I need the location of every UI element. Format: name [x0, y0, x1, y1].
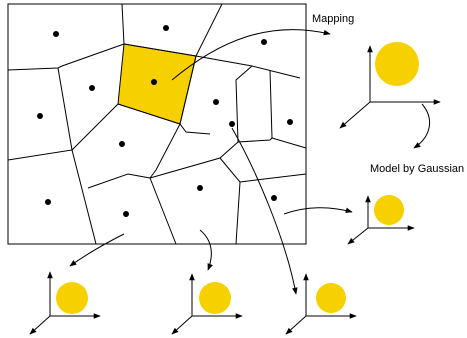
centroid-dot — [261, 39, 267, 45]
gaussian-model-right — [347, 195, 415, 245]
centroid-dot — [163, 25, 169, 31]
centroid-dot — [151, 79, 157, 85]
gaussian-arrow — [413, 103, 430, 149]
mapping-arrow — [231, 127, 298, 295]
cell-centroids — [37, 25, 293, 217]
centroid-dot — [287, 119, 293, 125]
centroid-dot — [123, 211, 129, 217]
centroid-dot — [197, 185, 203, 191]
gaussian-model-large — [339, 42, 441, 129]
mapping-arrows — [69, 29, 430, 295]
mapping-arrow — [283, 207, 353, 215]
centroid-dot — [89, 85, 95, 91]
centroid-dot — [271, 195, 277, 201]
gaussian-disc — [316, 283, 346, 313]
mapping-arrow — [171, 29, 331, 81]
mapping-label: Mapping — [312, 13, 354, 25]
gaussian-disc — [375, 42, 419, 86]
centroid-dot — [213, 99, 219, 105]
gaussian-model-bottom-right — [285, 273, 357, 335]
centroid-dot — [45, 199, 51, 205]
centroid-dot — [119, 141, 125, 147]
voronoi-panel — [7, 3, 307, 245]
gaussian-disc — [374, 195, 404, 225]
gaussian-disc — [199, 282, 231, 314]
gaussian-model-bottom-left — [29, 271, 101, 335]
voronoi-edges — [7, 3, 307, 245]
mapping-arrow — [69, 233, 125, 267]
highlighted-cell — [117, 43, 197, 125]
centroid-dot — [229, 121, 235, 127]
centroid-dot — [53, 31, 59, 37]
panel-border — [7, 3, 307, 245]
gaussian-model-bottom-middle — [171, 273, 243, 335]
gaussian-disc — [56, 282, 88, 314]
model-by-gaussian-label: Model by Gaussian — [370, 163, 464, 175]
centroid-dot — [37, 113, 43, 119]
mapping-arrow — [199, 229, 213, 271]
